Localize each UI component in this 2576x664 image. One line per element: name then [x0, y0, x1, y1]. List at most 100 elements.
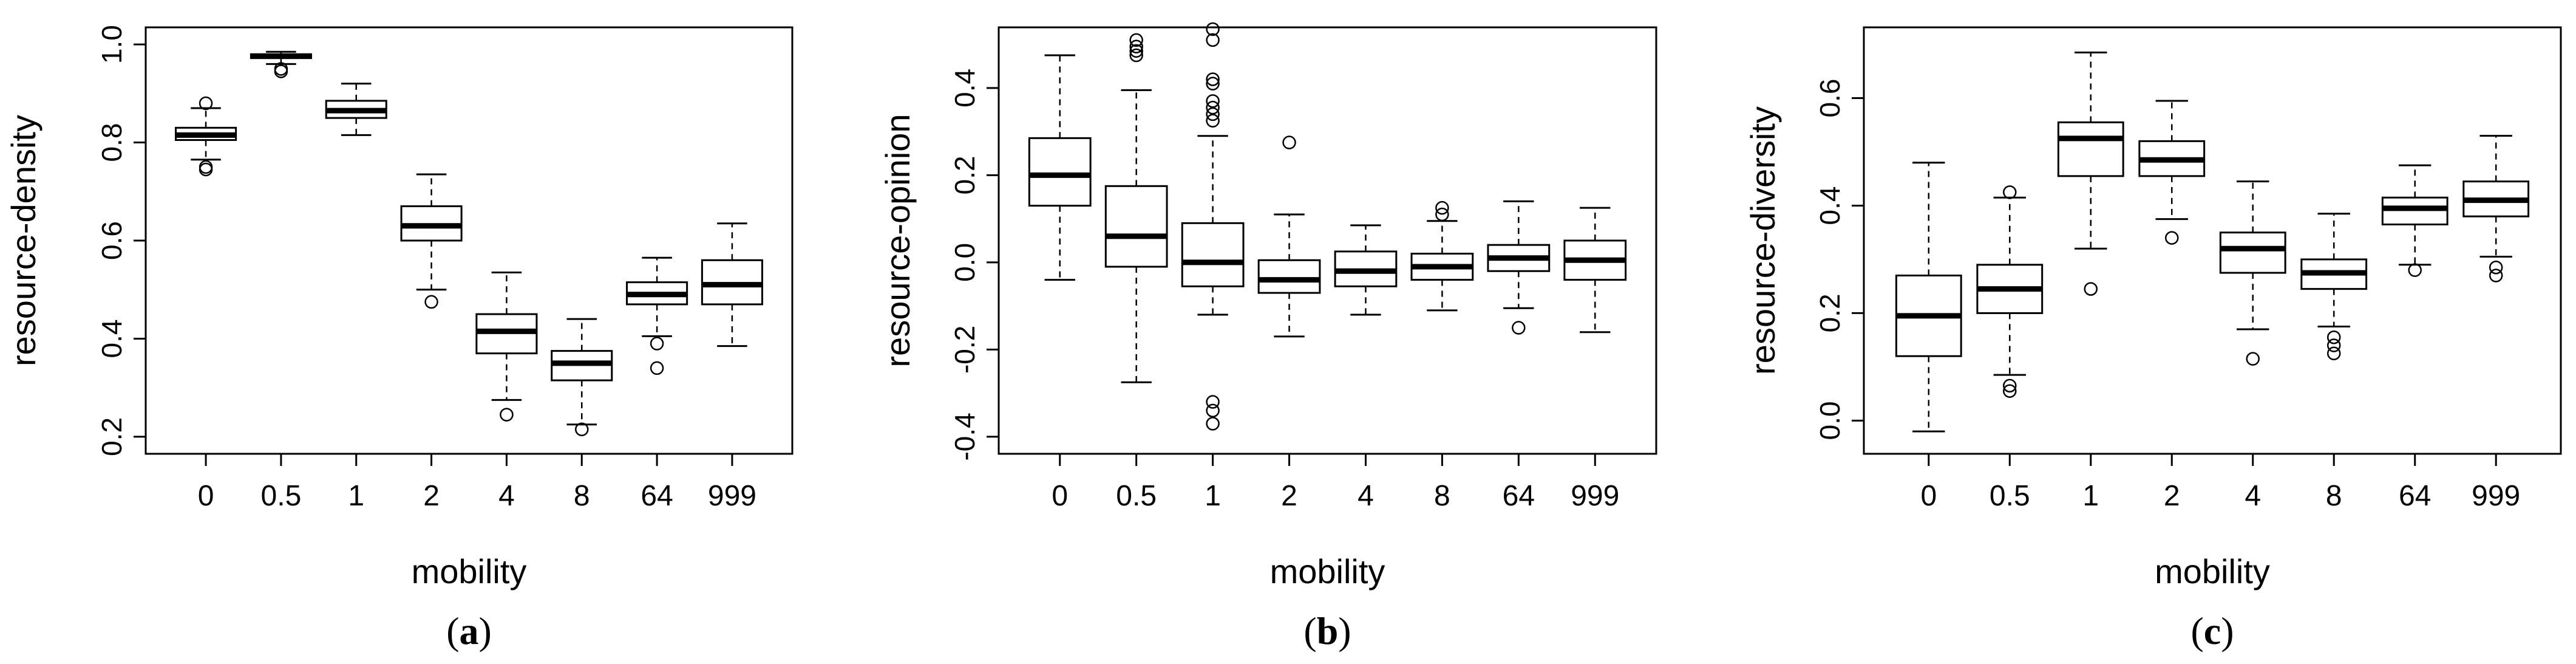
panel-label-letter: b	[1317, 609, 1339, 652]
outlier-point	[2003, 384, 2017, 398]
outlier-point	[1206, 114, 1220, 128]
x-tick-label: 4	[2245, 480, 2261, 512]
box-999	[2462, 134, 2530, 282]
box-0.5	[250, 50, 312, 78]
outlier-point	[650, 337, 664, 351]
y-tick-label: 0.0	[1814, 401, 1846, 440]
x-tick-label: 64	[2399, 480, 2431, 512]
outlier-point	[2003, 378, 2017, 393]
outlier-point	[424, 295, 438, 309]
x-tick-label: 0.5	[1990, 480, 2030, 512]
box-4	[2219, 180, 2286, 366]
y-axis-label: resource-diversity	[1744, 106, 1782, 375]
x-tick-label: 0	[198, 480, 214, 512]
x-tick-label: 0.5	[261, 480, 302, 512]
y-tick-label: 0.4	[96, 319, 127, 358]
outlier-point	[1129, 44, 1143, 58]
outlier-point	[650, 361, 664, 375]
outlier-point	[1206, 94, 1220, 108]
y-tick-label: 0.6	[96, 221, 127, 260]
box-1	[1181, 22, 1245, 431]
outlier-point	[1206, 395, 1220, 409]
x-tick-label: 64	[1503, 480, 1535, 512]
outlier-point	[1206, 417, 1220, 431]
outlier-point	[199, 162, 213, 177]
panel-label-letter: a	[460, 609, 479, 652]
box-0	[175, 96, 237, 177]
box-0.5	[1104, 33, 1168, 383]
x-tick-label: 2	[1281, 480, 1297, 512]
outlier-point	[274, 64, 288, 78]
box-0.5	[1976, 185, 2044, 398]
x-tick-label: 4	[498, 480, 515, 512]
outlier-point	[2084, 282, 2098, 296]
outlier-point	[1206, 22, 1220, 36]
outlier-point	[2326, 338, 2341, 352]
x-tick-label: 8	[2326, 480, 2342, 512]
y-tick-label: 0.2	[949, 156, 980, 194]
outlier-point	[2165, 231, 2179, 245]
y-axis-label: resource-density	[4, 115, 42, 366]
box-64	[2381, 164, 2449, 277]
y-tick-label: -0.4	[949, 412, 980, 460]
outlier-point	[199, 96, 213, 111]
x-axis-label: mobility	[1270, 552, 1385, 590]
x-tick-label: 1	[2082, 480, 2099, 512]
box-8	[551, 318, 613, 437]
plot-frame	[144, 26, 794, 455]
panel-label-paren: )	[2221, 609, 2234, 652]
box-64	[626, 256, 688, 375]
x-tick-label: 8	[1434, 480, 1450, 512]
x-tick-label: 1	[1205, 480, 1221, 512]
x-tick-label: 4	[1358, 480, 1374, 512]
box-8	[1410, 200, 1474, 312]
box-4	[1334, 224, 1398, 316]
panel-label-paren: (	[1303, 609, 1316, 652]
outlier-point	[1435, 207, 1449, 222]
chart-panel-3: 0.0 0.2 0.4 0.6 0 0.5 1 2 4 8 64 999 mobility resourc…	[1744, 26, 2562, 652]
box-999	[1563, 207, 1627, 334]
box-0	[1028, 54, 1092, 281]
iqr-box	[1181, 222, 1245, 287]
outlier-point	[1512, 321, 1526, 335]
outlier-point	[1206, 403, 1220, 418]
chart-panel-2: -0.4 -0.2 0.0 0.2 0.4 0 0.5 1 2 4 8 64 999 mobility re…	[878, 22, 1657, 652]
y-tick-label: 0.4	[949, 69, 980, 108]
y-tick-label: 0.8	[96, 123, 127, 162]
outlier-point	[575, 422, 589, 437]
panel-label: (b)	[1303, 609, 1351, 652]
x-tick-label: 999	[2472, 480, 2520, 512]
y-tick-label: 0.6	[1814, 79, 1846, 118]
outlier-point	[2246, 352, 2260, 366]
x-tick-label: 0.5	[1116, 480, 1157, 512]
outlier-point	[1129, 39, 1143, 53]
box-8	[2300, 213, 2368, 361]
iqr-box	[2219, 231, 2286, 274]
panel-label-paren: (	[2190, 609, 2203, 652]
outlier-point	[2326, 346, 2341, 361]
outlier-point	[1206, 72, 1220, 86]
x-tick-label: 999	[708, 480, 756, 512]
iqr-box	[1257, 259, 1321, 294]
x-tick-label: 2	[423, 480, 440, 512]
y-tick-label: 0.0	[949, 243, 980, 282]
outlier-point	[500, 408, 514, 422]
outlier-point	[1129, 33, 1143, 47]
outlier-point	[1435, 200, 1449, 215]
panel-label: (c)	[2190, 609, 2234, 652]
outlier-point	[2003, 185, 2017, 199]
box-4	[475, 271, 538, 422]
y-tick-label: -0.2	[949, 326, 980, 374]
x-axis-label: mobility	[412, 552, 527, 590]
outlier-point	[1129, 48, 1143, 63]
outlier-point	[2326, 330, 2341, 344]
y-tick-label: 1.0	[96, 25, 127, 64]
iqr-box	[1028, 137, 1092, 207]
x-tick-label: 1	[348, 480, 364, 512]
x-tick-label: 8	[574, 480, 590, 512]
box-2	[1257, 135, 1321, 338]
outlier-point	[1206, 100, 1220, 115]
y-tick-label: 0.4	[1814, 187, 1846, 225]
outlier-point	[2489, 260, 2503, 275]
